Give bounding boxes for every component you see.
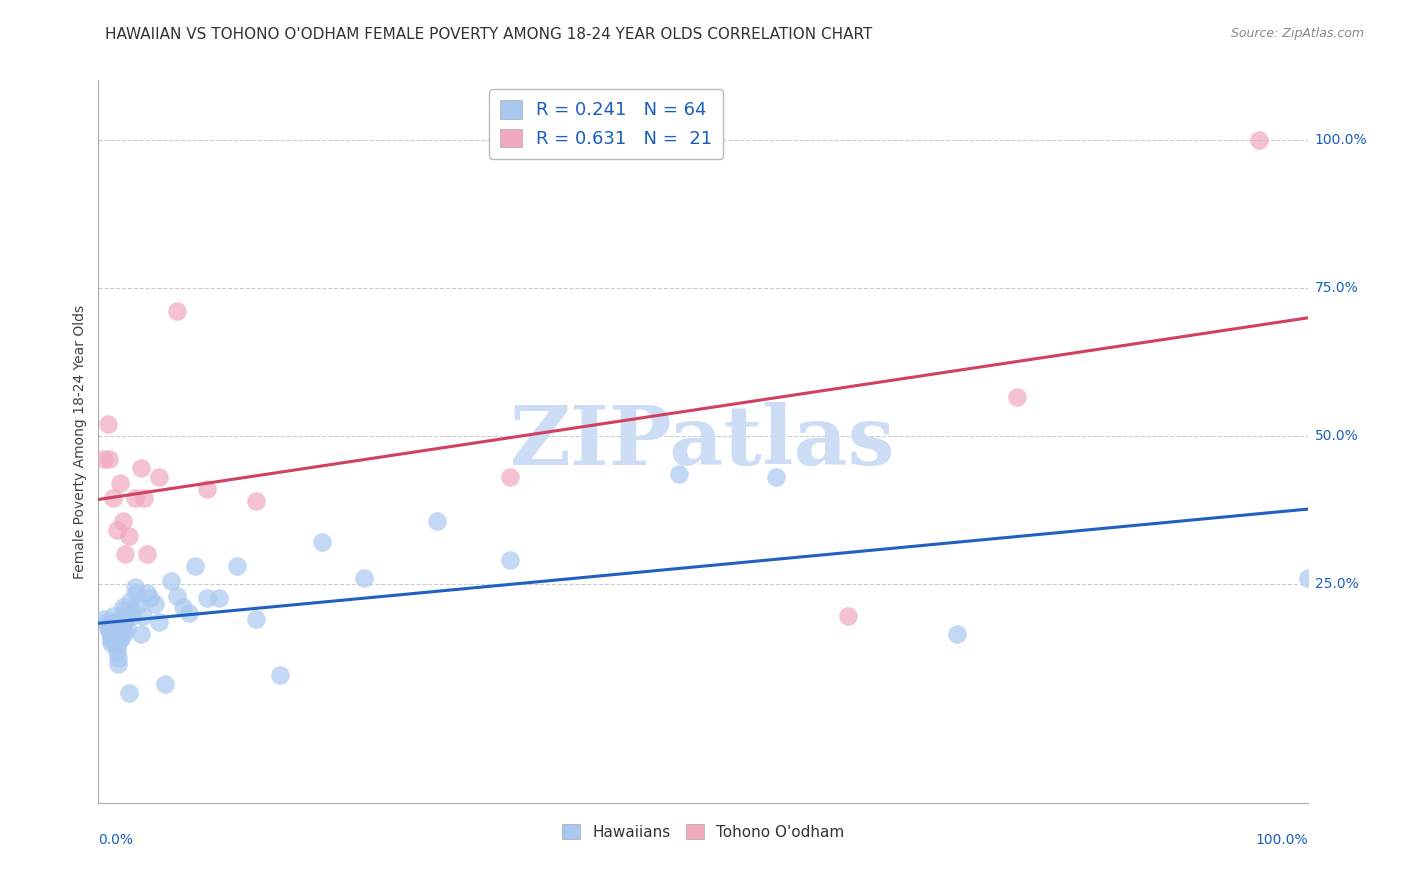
Point [100, 636, 122, 650]
Text: 50.0%: 50.0% [1315, 429, 1358, 442]
Point [96, 615, 118, 630]
Point [111, 621, 134, 635]
Point [93, 452, 115, 467]
Point [111, 515, 134, 529]
Point [426, 515, 449, 529]
Point [837, 609, 859, 624]
Point [498, 470, 520, 484]
Text: Source: ZipAtlas.com: Source: ZipAtlas.com [1230, 27, 1364, 40]
Text: 75.0%: 75.0% [1315, 281, 1358, 294]
Point [184, 558, 207, 573]
Point [93, 612, 115, 626]
Point [498, 553, 520, 567]
Point [98, 452, 121, 467]
Point [118, 529, 141, 543]
Point [101, 491, 124, 505]
Point [108, 615, 131, 630]
Point [97, 417, 120, 431]
Point [104, 630, 127, 644]
Point [112, 627, 135, 641]
Point [143, 598, 166, 612]
Point [105, 632, 128, 647]
Point [117, 621, 139, 635]
Point [101, 618, 124, 632]
Point [226, 558, 249, 573]
Point [118, 686, 141, 700]
Point [195, 482, 218, 496]
Point [129, 461, 152, 475]
Point [765, 470, 787, 484]
Text: HAWAIIAN VS TOHONO O'ODHAM FEMALE POVERTY AMONG 18-24 YEAR OLDS CORRELATION CHAR: HAWAIIAN VS TOHONO O'ODHAM FEMALE POVERT… [105, 27, 873, 42]
Y-axis label: Female Poverty Among 18-24 Year Olds: Female Poverty Among 18-24 Year Olds [73, 304, 87, 579]
Point [135, 547, 157, 561]
Point [124, 580, 146, 594]
Point [108, 627, 131, 641]
Point [172, 600, 194, 615]
Point [114, 603, 136, 617]
Point [1007, 390, 1029, 404]
Point [245, 493, 267, 508]
Point [148, 470, 170, 484]
Point [100, 627, 122, 641]
Point [148, 615, 170, 630]
Text: ZIPatlas: ZIPatlas [510, 401, 896, 482]
Point [118, 594, 141, 608]
Point [160, 574, 183, 588]
Point [135, 585, 157, 599]
Point [245, 612, 267, 626]
Point [98, 624, 121, 638]
Point [115, 612, 138, 626]
Point [1249, 132, 1271, 146]
Point [139, 591, 162, 606]
Point [100, 621, 122, 635]
Point [108, 475, 131, 490]
Point [166, 589, 188, 603]
Point [100, 630, 122, 644]
Point [107, 657, 129, 671]
Point [101, 609, 124, 624]
Text: 100.0%: 100.0% [1315, 133, 1367, 146]
Point [105, 639, 128, 653]
Point [179, 607, 201, 621]
Point [311, 535, 333, 549]
Point [125, 585, 148, 599]
Point [166, 304, 188, 318]
Point [121, 609, 143, 624]
Point [129, 627, 152, 641]
Point [946, 627, 969, 641]
Point [353, 571, 375, 585]
Point [114, 547, 136, 561]
Point [124, 491, 146, 505]
Text: 25.0%: 25.0% [1315, 576, 1358, 591]
Point [100, 632, 122, 647]
Point [127, 598, 149, 612]
Point [103, 624, 125, 638]
Text: 100.0%: 100.0% [1256, 833, 1308, 847]
Legend: Hawaiians, Tohono O'odham: Hawaiians, Tohono O'odham [555, 818, 851, 846]
Point [269, 668, 291, 682]
Point [107, 650, 129, 665]
Point [100, 615, 122, 630]
Point [108, 632, 131, 647]
Point [668, 467, 690, 482]
Point [105, 645, 128, 659]
Point [120, 603, 142, 617]
Point [208, 591, 231, 606]
Point [110, 630, 132, 644]
Point [134, 491, 156, 505]
Point [105, 524, 128, 538]
Point [97, 621, 120, 635]
Point [111, 609, 134, 624]
Point [132, 609, 155, 624]
Point [195, 591, 218, 606]
Point [108, 612, 131, 626]
Point [111, 600, 134, 615]
Point [153, 677, 176, 691]
Point [1296, 571, 1319, 585]
Text: 0.0%: 0.0% [98, 833, 134, 847]
Point [110, 621, 132, 635]
